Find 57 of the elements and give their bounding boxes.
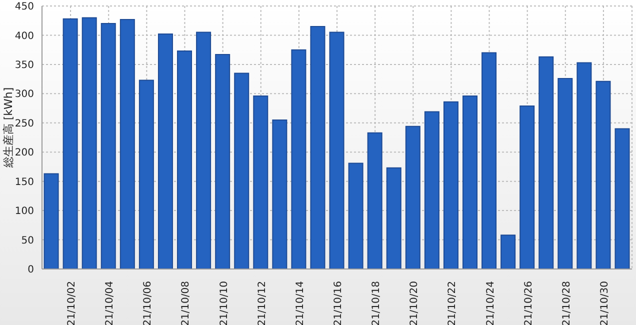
bar [443,101,458,269]
x-tick-label: 21/10/20 [409,281,420,325]
bar [62,18,78,269]
x-tick-label: 21/10/30 [599,281,610,325]
y-tick-label: 250 [14,118,34,130]
x-tick-label: 21/10/04 [104,281,116,325]
bar [520,105,535,269]
bar [386,167,402,269]
bar [596,80,611,269]
y-tick-label: 150 [14,176,34,188]
x-tick-label: 21/10/24 [485,281,496,325]
bar [405,126,420,269]
bar [253,96,268,269]
x-tick-label: 21/10/02 [66,281,78,325]
x-tick-label: 21/10/16 [333,281,344,325]
y-tick-label: 300 [14,89,34,100]
bar [177,50,192,269]
bar [196,32,212,269]
y-tick-label: 350 [14,60,34,71]
bar [215,54,230,269]
bar [500,234,516,269]
x-tick-label: 21/10/18 [371,281,382,325]
bar [462,96,478,269]
bar [291,49,306,269]
bar [138,80,154,269]
bar [576,62,592,269]
bar [538,56,554,269]
y-tick-label: 450 [14,2,34,13]
x-tick-label: 21/10/10 [218,281,230,325]
y-tick-label: 100 [14,206,34,218]
x-tick-label: 21/10/08 [180,281,192,325]
bar [310,26,326,269]
y-tick-label: 400 [14,30,34,42]
bar [614,128,630,269]
y-tick-label: 0 [28,264,34,276]
y-tick-label: 50 [21,235,34,246]
bar [120,18,135,269]
bar [558,78,573,269]
x-tick-label: 21/10/06 [142,281,154,325]
bar [367,132,382,269]
x-tick-label: 21/10/12 [256,281,268,325]
bar [82,17,97,269]
bar [272,119,288,269]
x-tick-label: 21/10/22 [447,281,458,325]
bar [348,162,364,269]
bar [482,52,497,269]
x-tick-label: 21/10/14 [294,281,306,325]
bar [329,32,344,269]
bar [234,72,250,269]
x-tick-label: 21/10/26 [523,281,534,325]
bar [100,23,116,269]
x-tick-label: 21/10/28 [561,281,572,325]
bar [158,34,173,269]
bar [44,173,59,269]
y-axis-title: 総生産高 [kWh] [2,87,15,169]
y-tick-label: 200 [14,148,34,159]
bar [424,111,440,269]
